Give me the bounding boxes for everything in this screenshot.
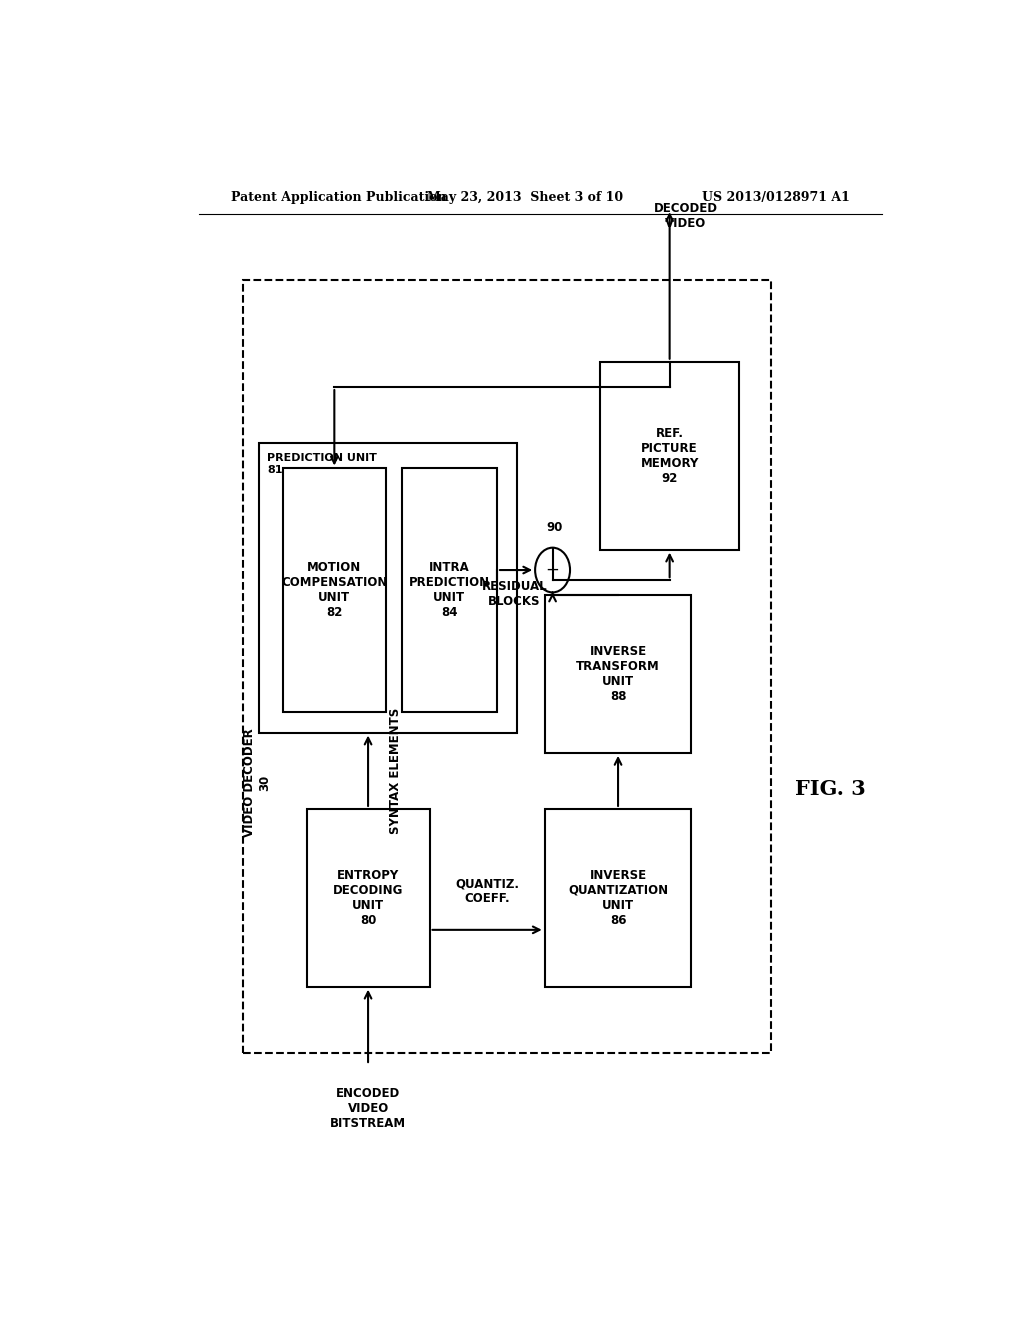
Text: +: + bbox=[546, 561, 559, 579]
Text: ENTROPY
DECODING
UNIT
80: ENTROPY DECODING UNIT 80 bbox=[333, 869, 403, 927]
Text: DECODED
VIDEO: DECODED VIDEO bbox=[653, 202, 718, 230]
Text: Patent Application Publication: Patent Application Publication bbox=[231, 190, 446, 203]
FancyBboxPatch shape bbox=[545, 595, 691, 752]
Text: SYNTAX ELEMENTS: SYNTAX ELEMENTS bbox=[389, 708, 401, 834]
Text: MOTION
COMPENSATION
UNIT
82: MOTION COMPENSATION UNIT 82 bbox=[282, 561, 387, 619]
Text: INVERSE
TRANSFORM
UNIT
88: INVERSE TRANSFORM UNIT 88 bbox=[577, 645, 659, 704]
FancyBboxPatch shape bbox=[283, 469, 386, 713]
FancyBboxPatch shape bbox=[545, 809, 691, 987]
FancyBboxPatch shape bbox=[600, 362, 739, 549]
Text: FIG. 3: FIG. 3 bbox=[795, 779, 865, 799]
Text: VIDEO DECODER
30: VIDEO DECODER 30 bbox=[244, 729, 271, 837]
Text: 90: 90 bbox=[547, 521, 563, 535]
Text: RESIDUAL
BLOCKS: RESIDUAL BLOCKS bbox=[481, 579, 547, 609]
FancyBboxPatch shape bbox=[306, 809, 430, 987]
Text: QUANTIZ.
COEFF.: QUANTIZ. COEFF. bbox=[455, 878, 519, 906]
Text: INTRA
PREDICTION
UNIT
84: INTRA PREDICTION UNIT 84 bbox=[409, 561, 489, 619]
FancyBboxPatch shape bbox=[401, 469, 497, 713]
FancyBboxPatch shape bbox=[259, 444, 517, 733]
Text: INVERSE
QUANTIZATION
UNIT
86: INVERSE QUANTIZATION UNIT 86 bbox=[568, 869, 668, 927]
Text: US 2013/0128971 A1: US 2013/0128971 A1 bbox=[702, 190, 850, 203]
Text: May 23, 2013  Sheet 3 of 10: May 23, 2013 Sheet 3 of 10 bbox=[427, 190, 623, 203]
Text: REF.
PICTURE
MEMORY
92: REF. PICTURE MEMORY 92 bbox=[640, 426, 698, 484]
Text: PREDICTION UNIT
81: PREDICTION UNIT 81 bbox=[267, 453, 377, 475]
Text: ENCODED
VIDEO
BITSTREAM: ENCODED VIDEO BITSTREAM bbox=[330, 1088, 407, 1130]
